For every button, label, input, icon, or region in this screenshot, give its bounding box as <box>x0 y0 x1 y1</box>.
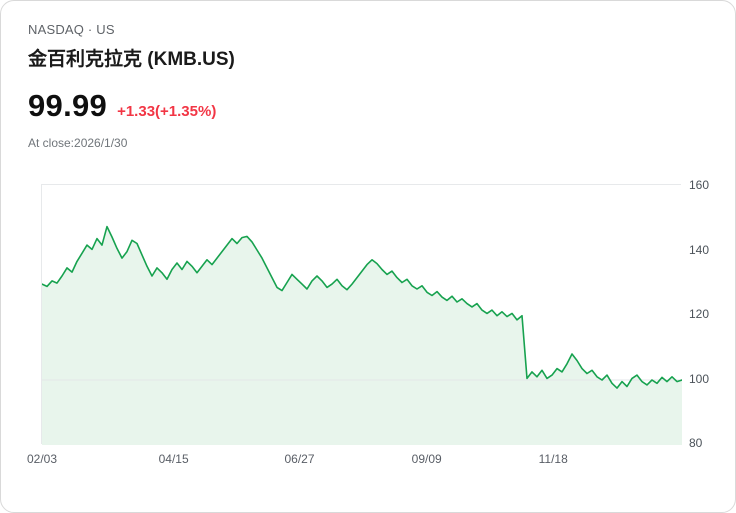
price-change: +1.33(+1.35%) <box>117 103 217 120</box>
x-tick-label: 04/15 <box>158 452 189 466</box>
close-timestamp: At close:2026/1/30 <box>28 136 128 150</box>
y-tick-label: 80 <box>689 436 703 450</box>
price-row: 99.99 +1.33(+1.35%) <box>28 88 708 124</box>
last-price: 99.99 <box>28 88 108 123</box>
y-tick-label: 140 <box>689 242 710 257</box>
market-exchange-label: NASDAQ · US <box>28 22 115 37</box>
y-tick-label: 160 <box>689 178 710 192</box>
y-tick-label: 100 <box>689 371 710 386</box>
stock-name-title: 金百利克拉克 (KMB.US) <box>28 49 235 70</box>
price-area-fill <box>42 226 682 445</box>
x-axis-labels: 02/03 04/15 06/27 09/09 11/18 <box>27 452 681 468</box>
chart-svg <box>42 225 682 445</box>
quote-header: NASDAQ · US 金百利克拉克 (KMB.US) 99.99 +1.33(… <box>1 1 735 150</box>
x-tick-label: 06/27 <box>284 452 315 466</box>
x-tick-label: 02/03 <box>26 452 58 466</box>
y-tick-label: 120 <box>689 307 710 321</box>
y-axis-labels: 160 140 120 100 80 <box>689 178 735 450</box>
price-line-chart: 160 140 120 100 80 02/03 04/15 06/27 09/… <box>27 178 709 466</box>
chart-plot-area[interactable]: 160 140 120 100 80 02/03 04/15 06/27 09/… <box>27 178 709 466</box>
x-tick-label: 11/18 <box>538 452 568 466</box>
price-line <box>42 225 682 389</box>
x-tick-label: 09/09 <box>411 452 442 466</box>
